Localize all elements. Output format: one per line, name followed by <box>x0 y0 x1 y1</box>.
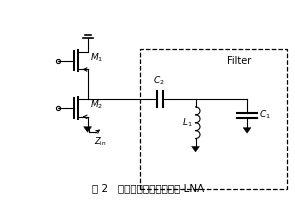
Text: $C_2$: $C_2$ <box>153 75 165 87</box>
Polygon shape <box>191 146 199 152</box>
Text: Filter: Filter <box>227 56 251 66</box>
Text: $L_1$: $L_1$ <box>182 116 192 129</box>
Bar <box>140 49 287 189</box>
Text: $C_1$: $C_1$ <box>259 109 271 121</box>
Polygon shape <box>83 127 91 132</box>
Polygon shape <box>243 128 251 133</box>
Text: $M_1$: $M_1$ <box>90 51 103 64</box>
Text: 图 2   带有无源陷波滤波器的 LNA: 图 2 带有无源陷波滤波器的 LNA <box>92 183 204 193</box>
Text: $Z_{\rm in}$: $Z_{\rm in}$ <box>94 136 106 148</box>
Text: $M_2$: $M_2$ <box>90 99 103 111</box>
